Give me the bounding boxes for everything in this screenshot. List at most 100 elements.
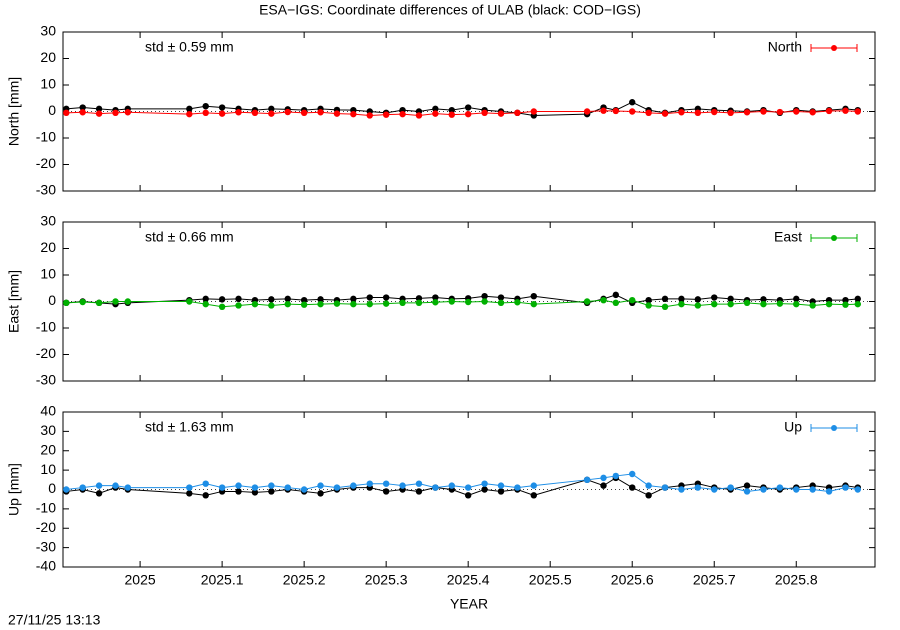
data-point: [415, 488, 423, 495]
data-point: [251, 109, 259, 117]
data-point: [645, 302, 652, 309]
data-point: [317, 296, 324, 303]
y-tick-label: -20: [36, 345, 56, 361]
data-point: [95, 482, 103, 489]
data-point: [186, 105, 193, 113]
data-point: [776, 108, 784, 116]
data-point: [842, 107, 849, 114]
data-point: [268, 488, 275, 495]
data-point: [202, 103, 209, 110]
data-point: [464, 492, 472, 499]
data-point: [854, 295, 861, 303]
data-point: [629, 296, 636, 304]
data-point: [694, 109, 702, 117]
data-point: [317, 109, 324, 116]
data-point: [583, 476, 591, 484]
legend-marker: [831, 45, 837, 51]
data-point: [251, 484, 259, 491]
data-point: [854, 108, 861, 115]
data-point: [711, 300, 718, 308]
y-tick-label: -20: [36, 155, 56, 171]
data-point: [218, 303, 226, 310]
std-annotation: std ± 0.59 mm: [145, 39, 234, 55]
x-tick-label: 2025.3: [365, 572, 408, 588]
y-tick-label: 30: [40, 23, 56, 39]
data-point: [464, 110, 472, 118]
legend-label: North: [768, 39, 802, 55]
data-point: [333, 484, 341, 491]
data-point: [514, 109, 521, 117]
data-point: [284, 484, 291, 491]
y-tick-label: -30: [36, 372, 56, 388]
data-point: [661, 110, 669, 117]
data-point: [825, 300, 833, 308]
data-point: [842, 301, 849, 308]
data-point: [333, 300, 341, 307]
data-point: [530, 108, 537, 115]
data-point: [694, 302, 702, 309]
data-point: [481, 293, 488, 300]
data-point: [382, 294, 390, 301]
data-point: [448, 111, 455, 118]
y-tick-label: 0: [48, 292, 56, 308]
data-point: [481, 486, 488, 493]
data-point: [268, 105, 275, 113]
std-annotation: std ± 1.63 mm: [145, 419, 234, 435]
data-point: [612, 107, 620, 115]
data-point: [350, 482, 357, 489]
y-tick-label: -10: [36, 129, 56, 145]
data-point: [514, 299, 521, 306]
data-point: [661, 295, 669, 303]
data-point: [300, 301, 308, 308]
data-point: [793, 300, 800, 308]
data-point: [366, 294, 373, 301]
data-point: [711, 108, 718, 116]
data-point: [202, 480, 209, 487]
chart-title: ESA−IGS: Coordinate differences of ULAB …: [259, 2, 641, 18]
y-tick-label: 40: [40, 403, 56, 419]
data-point: [350, 300, 357, 308]
data-point: [711, 294, 718, 301]
x-tick-label: 2025.6: [611, 572, 654, 588]
data-point: [382, 488, 390, 495]
data-point: [268, 110, 275, 117]
data-point: [448, 106, 455, 114]
data-point: [366, 112, 373, 119]
x-tick-label: 2025.8: [775, 572, 818, 588]
data-point: [186, 110, 193, 118]
data-point: [268, 296, 275, 303]
data-point: [727, 300, 734, 308]
data-point: [678, 295, 685, 303]
legend-label: East: [774, 229, 802, 245]
data-point: [317, 490, 324, 497]
data-point: [415, 299, 423, 307]
data-point: [497, 482, 505, 489]
data-point: [661, 303, 669, 310]
data-point: [497, 294, 505, 301]
data-point: [432, 299, 439, 306]
data-point: [694, 296, 702, 303]
data-point: [678, 300, 685, 308]
data-point: [530, 293, 537, 300]
data-point: [202, 295, 209, 303]
y-tick-label: 0: [48, 102, 56, 118]
data-point: [350, 110, 357, 118]
y-tick-label: -10: [36, 319, 56, 335]
data-point: [79, 104, 86, 111]
data-point: [284, 295, 291, 303]
data-point: [399, 299, 406, 307]
data-point: [399, 110, 406, 118]
y-tick-label: -10: [36, 500, 56, 516]
data-point: [432, 484, 439, 491]
std-annotation: std ± 0.66 mm: [145, 229, 234, 245]
data-point: [854, 300, 861, 308]
data-point: [612, 472, 620, 480]
data-point: [186, 298, 193, 305]
data-point: [809, 109, 816, 116]
data-point: [268, 482, 275, 489]
data-point: [186, 490, 193, 497]
data-point: [711, 486, 718, 493]
data-point: [448, 482, 455, 489]
y-tick-label: -30: [36, 182, 56, 198]
